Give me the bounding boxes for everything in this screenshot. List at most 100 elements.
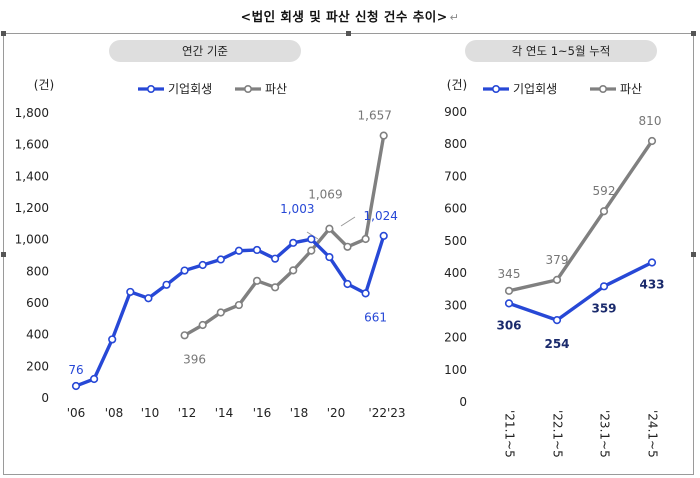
unit-label-cumulative: (건) bbox=[447, 78, 467, 92]
data-label-rehab-cumulative-3: 433 bbox=[639, 277, 664, 291]
bankrupt-annual-line bbox=[182, 133, 386, 337]
xtick-label-annual-4: '14 bbox=[215, 406, 234, 420]
rehab-annual-point-2 bbox=[108, 335, 117, 344]
ytick-label-annual-2: 400 bbox=[26, 328, 49, 342]
ytick-label-annual-1: 200 bbox=[26, 359, 49, 373]
rehab-cumulative-point-3 bbox=[647, 258, 657, 267]
ytick-label-cumulative-8: 800 bbox=[444, 137, 467, 151]
chart-frame bbox=[1, 31, 696, 475]
data-label-annual-5: 1,069 bbox=[308, 188, 342, 202]
rehab-annual-point-4 bbox=[144, 294, 153, 303]
ytick-label-annual-4: 800 bbox=[26, 264, 49, 278]
bankrupt-cumulative-line bbox=[507, 139, 654, 293]
resize-handle-tl[interactable] bbox=[1, 31, 6, 36]
leader-line-bankrupt-2020 bbox=[340, 216, 356, 227]
page-title: <법인 회생 및 파산 신청 건수 추이> ↵ bbox=[240, 9, 460, 24]
resize-handle-tm[interactable] bbox=[346, 31, 351, 36]
ytick-label-annual-3: 600 bbox=[26, 296, 49, 310]
xtick-label-annual-3: '12 bbox=[178, 406, 197, 420]
ytick-label-annual-8: 1,600 bbox=[15, 138, 49, 152]
bankrupt-annual-point-11 bbox=[379, 131, 388, 140]
xtick-label-cumulative-0: '21.1~5 bbox=[503, 410, 517, 458]
ytick-label-cumulative-5: 500 bbox=[444, 234, 467, 248]
rehab-cumulative-point-2 bbox=[599, 282, 609, 291]
bankrupt-cumulative-point-2 bbox=[599, 207, 609, 216]
ytick-label-cumulative-0: 0 bbox=[459, 395, 467, 409]
bankrupt-annual-point-1 bbox=[198, 320, 207, 330]
ytick-label-annual-6: 1,200 bbox=[15, 201, 49, 215]
ytick-label-annual-9: 1,800 bbox=[15, 106, 49, 120]
ytick-label-cumulative-1: 100 bbox=[444, 363, 467, 377]
panel-pill-cumulative bbox=[465, 40, 657, 62]
rehab-cumulative-point-0 bbox=[504, 299, 514, 308]
data-label-bankrupt-cumulative-2: 592 bbox=[593, 184, 616, 198]
resize-handle-mr[interactable] bbox=[691, 252, 696, 257]
legend-label-bankrupt: 파산 bbox=[265, 82, 287, 96]
panel-pill-cumulative-label: 각 연도 1~5월 누적 bbox=[512, 44, 611, 58]
ytick-label-cumulative-2: 200 bbox=[444, 331, 467, 345]
unit-label-annual: (건) bbox=[34, 78, 54, 92]
rehab-annual-point-7 bbox=[198, 260, 207, 270]
xtick-label-cumulative-2: '23.1~5 bbox=[598, 410, 612, 458]
bankrupt-annual-point-5 bbox=[271, 283, 280, 292]
bankrupt-annual-point-0 bbox=[180, 331, 189, 340]
data-label-annual-0: 76 bbox=[68, 363, 83, 377]
data-label-bankrupt-cumulative-3: 810 bbox=[639, 114, 662, 128]
rehab-cumulative-line bbox=[507, 260, 654, 322]
bankrupt-annual-point-2 bbox=[216, 308, 225, 317]
legend-marker-rehab bbox=[147, 85, 156, 94]
rehab-annual-point-0 bbox=[71, 381, 81, 391]
rehab-annual-line bbox=[74, 234, 386, 388]
bankrupt-annual-point-7 bbox=[307, 246, 316, 255]
panel-pill-annual bbox=[109, 40, 301, 62]
bankrupt-cumulative-point-1 bbox=[552, 275, 562, 284]
bankrupt-annual-point-9 bbox=[343, 242, 352, 251]
rehab-annual-point-16 bbox=[361, 289, 370, 298]
rehab-annual-point-11 bbox=[271, 254, 280, 263]
data-label-annual-6: 1,657 bbox=[358, 109, 392, 123]
rehab-annual-point-15 bbox=[343, 279, 352, 289]
xtick-label-cumulative-3: '24.1~5 bbox=[646, 410, 660, 458]
data-label-annual-4: 396 bbox=[183, 352, 206, 366]
legend-label-bankrupt: 파산 bbox=[620, 82, 642, 96]
xtick-label-annual-5: '16 bbox=[253, 406, 272, 420]
xtick-label-annual-6: '18 bbox=[290, 406, 309, 420]
rehab-annual-point-8 bbox=[216, 255, 225, 264]
rehab-annual-point-9 bbox=[234, 246, 243, 255]
data-label-bankrupt-cumulative-1: 379 bbox=[546, 253, 569, 267]
rehab-annual-point-3 bbox=[126, 287, 135, 297]
data-label-annual-3: 1,024 bbox=[364, 209, 398, 223]
resize-handle-tr[interactable] bbox=[691, 31, 696, 36]
rehab-annual-point-12 bbox=[289, 238, 298, 247]
rehab-annual-point-6 bbox=[180, 266, 189, 275]
xtick-label-annual-2: '10 bbox=[141, 406, 160, 420]
data-label-rehab-cumulative-1: 254 bbox=[544, 337, 569, 351]
xtick-label-annual-8: '22'23 bbox=[368, 406, 405, 420]
legend-label-rehab: 기업회생 bbox=[513, 82, 557, 96]
legend-label-rehab: 기업회생 bbox=[168, 82, 212, 96]
ytick-label-annual-5: 1,000 bbox=[15, 233, 49, 247]
bankrupt-annual-point-10 bbox=[361, 234, 370, 244]
ytick-label-cumulative-9: 900 bbox=[444, 105, 467, 119]
xtick-label-cumulative-1: '22.1~5 bbox=[551, 410, 565, 458]
data-label-bankrupt-cumulative-0: 345 bbox=[498, 267, 521, 281]
resize-handle-ml[interactable] bbox=[1, 252, 6, 257]
rehab-annual-point-1 bbox=[89, 374, 99, 384]
bankrupt-cumulative-point-0 bbox=[504, 286, 514, 295]
legend-marker-rehab bbox=[491, 85, 500, 94]
bankrupt-cumulative-point-3 bbox=[647, 136, 657, 146]
data-label-rehab-cumulative-2: 359 bbox=[591, 301, 616, 315]
rehab-annual-point-13 bbox=[307, 235, 316, 244]
bankrupt-annual-point-8 bbox=[325, 224, 334, 233]
rehab-cumulative-point-1 bbox=[552, 316, 562, 325]
bankrupt-annual-point-6 bbox=[289, 266, 298, 275]
bankrupt-annual-point-3 bbox=[234, 300, 243, 310]
bankrupt-annual-point-4 bbox=[252, 276, 262, 285]
return-mark: ↵ bbox=[449, 11, 460, 24]
panel-pill-annual-label: 연간 기준 bbox=[182, 44, 228, 58]
xtick-label-annual-7: '20 bbox=[327, 406, 346, 420]
legend-marker-bankrupt bbox=[244, 85, 253, 94]
ytick-label-cumulative-7: 700 bbox=[444, 169, 467, 183]
ytick-label-annual-7: 1,400 bbox=[15, 169, 49, 183]
